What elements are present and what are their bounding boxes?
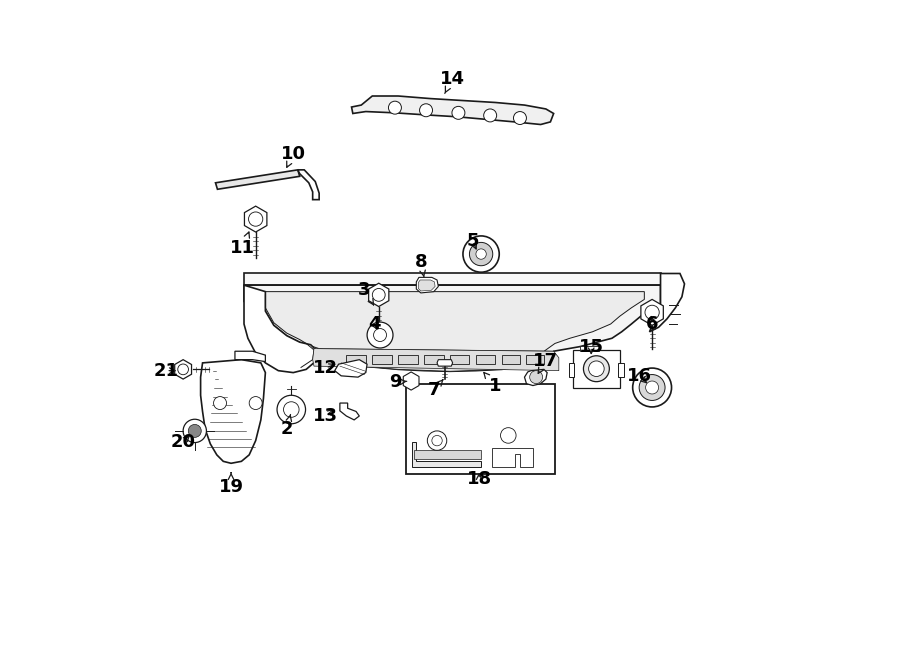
Circle shape	[389, 101, 401, 114]
Circle shape	[463, 236, 500, 272]
Polygon shape	[266, 292, 644, 362]
Circle shape	[183, 419, 206, 443]
Polygon shape	[398, 355, 418, 364]
Polygon shape	[201, 360, 266, 463]
Text: 1: 1	[484, 373, 501, 395]
Polygon shape	[244, 274, 661, 285]
Circle shape	[470, 243, 493, 266]
Polygon shape	[450, 355, 470, 364]
Text: 5: 5	[466, 232, 479, 250]
Polygon shape	[650, 274, 685, 332]
Polygon shape	[641, 299, 663, 325]
Text: 6: 6	[646, 315, 659, 333]
Circle shape	[633, 368, 671, 407]
Polygon shape	[492, 448, 533, 467]
Circle shape	[213, 397, 227, 410]
Circle shape	[514, 112, 526, 124]
Polygon shape	[312, 348, 559, 371]
Text: 15: 15	[579, 338, 604, 356]
Circle shape	[432, 436, 442, 446]
Circle shape	[500, 428, 516, 444]
Circle shape	[452, 106, 465, 120]
Polygon shape	[317, 348, 554, 371]
Polygon shape	[476, 355, 495, 364]
FancyBboxPatch shape	[406, 383, 555, 475]
Polygon shape	[298, 170, 320, 200]
Text: 16: 16	[626, 367, 652, 385]
Text: 17: 17	[534, 352, 558, 373]
Circle shape	[367, 322, 393, 348]
Circle shape	[249, 397, 262, 410]
Circle shape	[188, 424, 202, 438]
Polygon shape	[346, 355, 365, 364]
Circle shape	[483, 109, 497, 122]
Text: 7: 7	[428, 379, 443, 399]
Circle shape	[530, 371, 543, 383]
Polygon shape	[437, 360, 453, 366]
Text: 10: 10	[281, 145, 306, 167]
Text: 3: 3	[358, 282, 374, 305]
Circle shape	[374, 329, 386, 342]
Polygon shape	[502, 355, 520, 364]
Text: 12: 12	[313, 359, 338, 377]
Polygon shape	[352, 96, 554, 124]
Polygon shape	[525, 369, 547, 385]
Text: 11: 11	[230, 232, 256, 256]
Polygon shape	[235, 351, 266, 362]
Circle shape	[589, 361, 604, 377]
Polygon shape	[369, 283, 389, 307]
Text: 9: 9	[389, 373, 407, 391]
Polygon shape	[526, 355, 544, 364]
Circle shape	[428, 431, 446, 450]
Polygon shape	[340, 403, 359, 420]
Polygon shape	[424, 355, 444, 364]
Text: 13: 13	[313, 407, 338, 425]
Polygon shape	[418, 280, 435, 291]
Text: 20: 20	[171, 433, 195, 451]
Circle shape	[645, 381, 659, 394]
Bar	[580, 346, 599, 351]
Polygon shape	[245, 206, 267, 232]
Text: 4: 4	[368, 315, 381, 333]
Text: 8: 8	[415, 253, 428, 277]
Circle shape	[583, 356, 609, 381]
Polygon shape	[414, 450, 482, 459]
Circle shape	[639, 375, 665, 401]
Polygon shape	[373, 355, 392, 364]
Polygon shape	[412, 442, 482, 467]
Text: 18: 18	[466, 471, 491, 488]
Polygon shape	[244, 285, 317, 373]
Text: 19: 19	[219, 473, 244, 496]
Bar	[618, 363, 625, 377]
Bar	[569, 363, 574, 377]
Circle shape	[284, 402, 299, 417]
Circle shape	[476, 249, 486, 259]
Circle shape	[419, 104, 433, 117]
Polygon shape	[215, 170, 300, 189]
Polygon shape	[403, 372, 419, 390]
Polygon shape	[244, 285, 661, 371]
Text: 21: 21	[154, 362, 179, 379]
Text: 14: 14	[439, 70, 464, 93]
Polygon shape	[335, 360, 367, 377]
Polygon shape	[175, 360, 192, 379]
Polygon shape	[417, 278, 438, 293]
Circle shape	[277, 395, 305, 424]
Text: 2: 2	[281, 414, 293, 438]
FancyBboxPatch shape	[573, 350, 620, 387]
